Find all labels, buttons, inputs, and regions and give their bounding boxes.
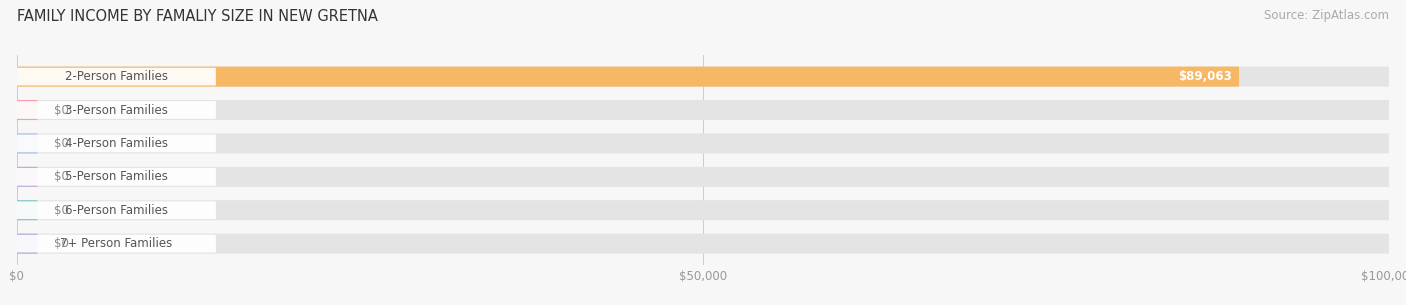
Text: FAMILY INCOME BY FAMALIY SIZE IN NEW GRETNA: FAMILY INCOME BY FAMALIY SIZE IN NEW GRE… [17,9,378,24]
Text: 6-Person Families: 6-Person Families [65,204,167,217]
FancyBboxPatch shape [17,101,217,119]
Text: Source: ZipAtlas.com: Source: ZipAtlas.com [1264,9,1389,22]
FancyBboxPatch shape [17,100,38,120]
FancyBboxPatch shape [17,135,217,152]
Text: 4-Person Families: 4-Person Families [65,137,167,150]
FancyBboxPatch shape [17,133,38,153]
Text: $0: $0 [53,170,69,183]
FancyBboxPatch shape [17,200,1389,220]
FancyBboxPatch shape [17,133,1389,153]
FancyBboxPatch shape [17,100,1389,120]
FancyBboxPatch shape [17,168,217,186]
FancyBboxPatch shape [17,167,38,187]
FancyBboxPatch shape [17,200,38,220]
Text: 7+ Person Families: 7+ Person Families [60,237,173,250]
Text: 5-Person Families: 5-Person Families [65,170,167,183]
FancyBboxPatch shape [17,66,1239,87]
FancyBboxPatch shape [17,201,217,219]
FancyBboxPatch shape [17,68,217,85]
FancyBboxPatch shape [17,234,38,254]
Text: $0: $0 [53,103,69,117]
Text: 2-Person Families: 2-Person Families [65,70,167,83]
Text: $89,063: $89,063 [1178,70,1232,83]
FancyBboxPatch shape [17,235,217,253]
FancyBboxPatch shape [17,234,1389,254]
Text: $0: $0 [53,137,69,150]
Text: $0: $0 [53,237,69,250]
FancyBboxPatch shape [17,167,1389,187]
Text: 3-Person Families: 3-Person Families [65,103,167,117]
FancyBboxPatch shape [17,66,1389,87]
Text: $0: $0 [53,204,69,217]
